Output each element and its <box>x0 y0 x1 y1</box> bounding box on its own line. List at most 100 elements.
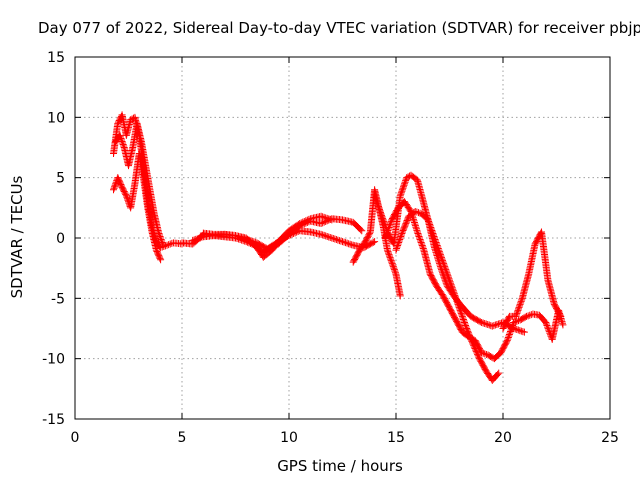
data-point <box>398 229 406 237</box>
data-point <box>156 254 164 262</box>
data-point <box>515 305 523 313</box>
data-point <box>369 238 377 246</box>
data-point <box>192 235 200 243</box>
data-point <box>398 186 406 194</box>
data-point <box>484 321 492 329</box>
data-point <box>456 305 464 313</box>
x-tick-label: 5 <box>178 430 187 446</box>
data-point <box>542 318 550 326</box>
data-point <box>504 334 512 342</box>
data-point <box>426 220 434 228</box>
data-point <box>320 231 328 239</box>
data-point <box>518 296 526 304</box>
data-point <box>479 349 487 357</box>
data-point <box>401 222 409 230</box>
data-point <box>413 208 421 216</box>
data-point <box>481 350 489 358</box>
data-point <box>414 231 422 239</box>
data-point <box>467 334 475 342</box>
data-point <box>293 228 301 236</box>
data-point <box>376 208 384 216</box>
data-point <box>432 237 440 245</box>
data-point <box>511 318 519 326</box>
data-point <box>456 306 464 314</box>
data-point <box>416 234 424 242</box>
data-point <box>156 232 164 240</box>
data-point <box>506 329 514 337</box>
data-point <box>430 232 438 240</box>
data-point <box>404 215 412 223</box>
data-point <box>396 192 404 200</box>
data-point <box>193 235 201 243</box>
data-point <box>390 264 398 272</box>
data-point <box>157 236 165 244</box>
data-point <box>383 228 391 236</box>
data-point <box>372 196 380 204</box>
data-point <box>448 282 456 290</box>
data-point <box>503 338 511 346</box>
y-tick-label: 0 <box>56 231 65 247</box>
data-point <box>401 178 409 186</box>
data-point <box>326 233 334 241</box>
data-point <box>494 320 502 328</box>
data-point <box>110 184 118 192</box>
data-point <box>513 308 521 316</box>
data-point <box>241 235 249 243</box>
data-point <box>392 246 400 254</box>
data-point <box>328 234 336 242</box>
data-point <box>452 296 460 304</box>
data-point <box>233 232 241 240</box>
data-point <box>521 313 529 321</box>
data-point <box>415 232 423 240</box>
data-point <box>122 192 130 200</box>
data-point <box>447 281 455 289</box>
data-point <box>155 229 163 237</box>
data-point <box>195 234 203 242</box>
data-point <box>157 256 165 264</box>
data-point <box>399 183 407 191</box>
data-point <box>401 221 409 229</box>
data-point <box>387 255 395 263</box>
data-point <box>387 219 395 227</box>
data-point <box>325 233 333 241</box>
data-point <box>371 192 379 200</box>
data-point <box>399 227 407 235</box>
data-point <box>427 225 435 233</box>
data-point <box>116 131 124 139</box>
data-point <box>358 227 366 235</box>
data-point <box>387 257 395 265</box>
data-point <box>482 350 490 358</box>
data-point <box>112 180 120 188</box>
data-point <box>512 311 520 319</box>
data-point <box>385 225 393 233</box>
data-point <box>396 234 404 242</box>
series-track-2 <box>110 150 165 264</box>
data-point <box>461 320 469 328</box>
data-point <box>438 255 446 263</box>
data-point <box>158 237 166 245</box>
data-point <box>429 231 437 239</box>
data-point <box>434 243 442 251</box>
data-point <box>317 230 325 238</box>
data-point <box>380 219 388 227</box>
data-point <box>296 220 304 228</box>
data-point <box>473 349 481 357</box>
data-point <box>459 314 467 322</box>
data-point <box>478 318 486 326</box>
data-point <box>425 219 433 227</box>
data-point <box>516 327 524 335</box>
data-point <box>397 231 405 239</box>
data-point <box>236 233 244 241</box>
data-point <box>440 260 448 268</box>
data-point <box>388 260 396 268</box>
data-point <box>303 216 311 224</box>
data-point <box>470 343 478 351</box>
y-tick-label: -10 <box>42 352 65 368</box>
data-point <box>329 235 337 243</box>
data-point <box>418 242 426 250</box>
data-point <box>157 234 165 242</box>
data-point <box>242 235 250 243</box>
data-point <box>463 325 471 332</box>
data-point <box>385 251 393 259</box>
data-point <box>250 238 258 246</box>
